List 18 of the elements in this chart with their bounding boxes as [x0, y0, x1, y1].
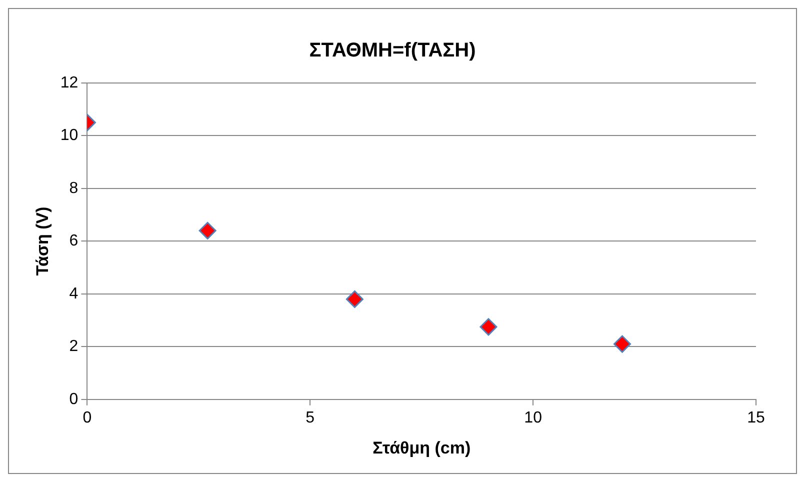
point	[198, 222, 216, 240]
point	[346, 290, 364, 308]
y-axis-title: Τάση (V)	[32, 206, 52, 276]
point	[613, 335, 631, 353]
x-tick-label: 15	[747, 409, 765, 426]
x-axis-title: Στάθμη (cm)	[372, 438, 471, 458]
y-tick-label: 12	[60, 74, 78, 92]
y-tick-label: 4	[69, 285, 78, 302]
x-tick-label: 0	[82, 409, 92, 426]
x-tick-label: 5	[306, 409, 315, 426]
y-tick-label: 10	[60, 127, 78, 144]
x-tick-label: 10	[524, 409, 542, 426]
point	[480, 318, 498, 336]
y-tick-label: 2	[69, 338, 78, 356]
y-tick-label: 0	[69, 390, 78, 408]
chart-title: ΣΤΑΘΜΗ=f(ΤΑΣΗ)	[309, 40, 476, 62]
y-tick-label: 8	[69, 180, 78, 197]
y-tick-label: 6	[69, 232, 78, 250]
